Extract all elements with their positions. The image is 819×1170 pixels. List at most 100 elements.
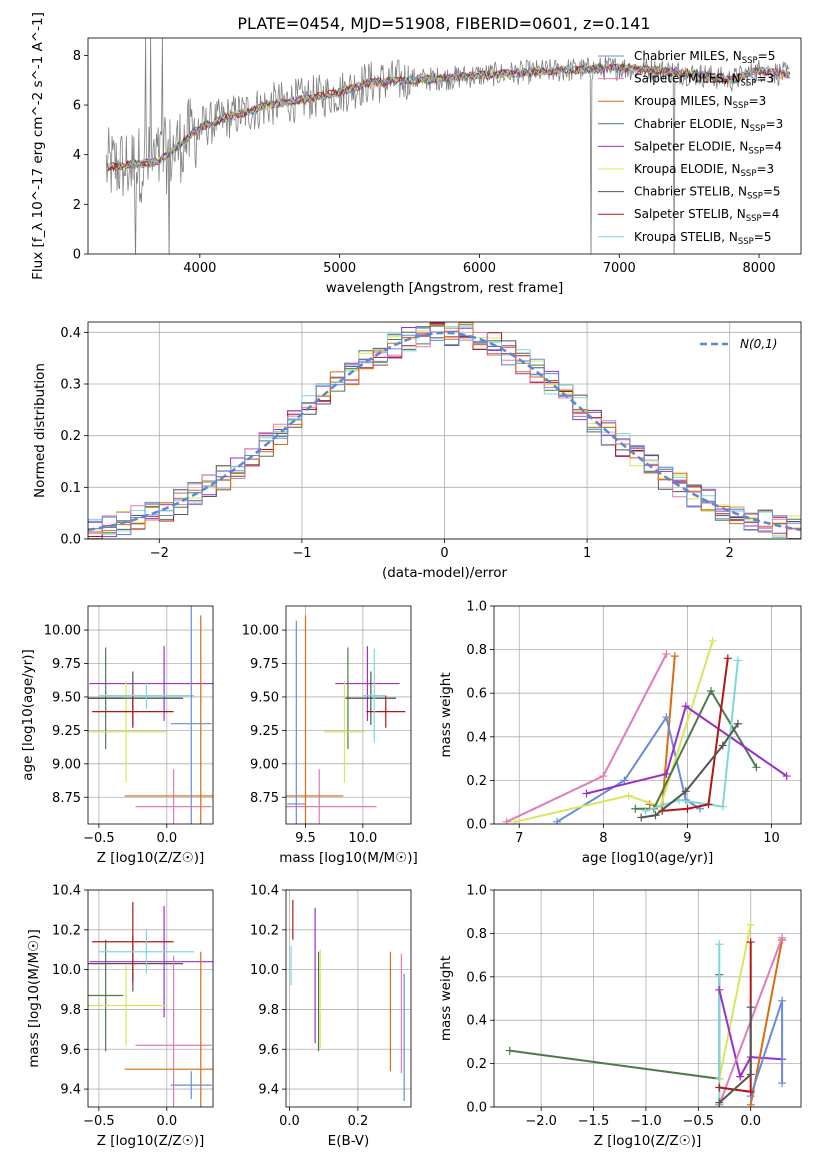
weight-marker (715, 1098, 724, 1107)
x-tick-label: −0.5 (683, 1114, 715, 1129)
weight-marker (553, 817, 562, 824)
y-tick-label: 9.6 (60, 1043, 81, 1058)
plot-area-age_mass (286, 615, 406, 824)
y-tick-label: 0.4 (466, 730, 487, 745)
y-tick-label: 9.25 (52, 724, 81, 739)
y-axis-label: Normed distribution (32, 363, 48, 498)
weight-marker (683, 804, 692, 813)
y-tick-label: 9.00 (250, 757, 279, 772)
x-tick-label: 0.0 (156, 1114, 177, 1129)
x-tick-label: 7000 (603, 261, 636, 276)
y-tick-label: 2 (73, 198, 81, 213)
y-tick-label: 0.8 (466, 643, 487, 658)
x-tick-label: 0.0 (156, 831, 177, 846)
plot-area-spectrum (105, 38, 791, 254)
axes-frame (285, 889, 412, 1108)
x-axis-label: Z [log10(Z/Z☉)] (97, 850, 205, 866)
y-tick-label: 10.00 (44, 624, 81, 639)
weight-marker (631, 804, 640, 813)
y-tick-label: 9.6 (258, 1043, 279, 1058)
x-axis-label: age [log10(age/yr)] (582, 850, 714, 866)
x-tick-label: 4000 (183, 261, 216, 276)
weight-marker (681, 702, 690, 711)
x-tick-label: −0.5 (83, 1114, 115, 1129)
weight-line (586, 704, 788, 795)
y-tick-label: 8.75 (52, 791, 81, 806)
y-tick-label: 6 (73, 99, 81, 114)
weight-marker (670, 652, 679, 661)
x-tick-label: 1 (583, 546, 591, 561)
y-tick-label: 0.2 (466, 1057, 487, 1072)
axes-frame (285, 605, 412, 825)
weight-marker (662, 769, 671, 778)
x-axis-label: Z [log10(Z/Z☉)] (97, 1133, 205, 1149)
y-axis-label: age [log10(age/yr)] (20, 649, 36, 781)
plot-weight_z: −2.0 −1.5 −1.0 −0.5 0.0 0.0 0.2 0.4 0.6 0.8 1.0 Z [… (438, 884, 802, 1149)
weight-marker (708, 636, 717, 645)
y-tick-label: 0.2 (466, 774, 487, 789)
plot-area-mass_ebv (290, 899, 405, 1102)
legend-label: Kroupa ELODIE, NSSP=3 (634, 162, 774, 179)
weight-marker (681, 787, 690, 796)
weight-marker (733, 719, 742, 728)
weight-marker (746, 938, 755, 947)
weight-marker (715, 985, 724, 994)
axes-frame (87, 889, 214, 1108)
x-tick-label: 5000 (323, 261, 356, 276)
weight-marker (718, 802, 727, 811)
y-tick-label: 0.0 (60, 533, 81, 548)
y-tick-label: 10.4 (250, 884, 279, 899)
weight-line (719, 942, 752, 1093)
weight-marker (505, 1046, 514, 1055)
y-axis-label: mass [log10(M/M☉)] (26, 929, 42, 1068)
y-tick-label: 9.50 (250, 690, 279, 705)
plot-spectrum: 4000 5000 6000 7000 8000 0 2 4 6 8 wavelength [Ang… (30, 12, 802, 296)
y-axis-label: mass weight (438, 672, 454, 757)
legend-label: Chabrier STELIB, NSSP=5 (634, 185, 781, 202)
axes-frame (87, 605, 214, 825)
weight-marker (746, 1070, 755, 1079)
y-tick-label: 0.4 (60, 326, 81, 341)
y-tick-label: 9.4 (60, 1083, 81, 1098)
weight-marker (746, 1003, 755, 1012)
x-tick-label: 0 (440, 546, 448, 561)
y-tick-label: 0.6 (466, 687, 487, 702)
x-tick-label: 9.5 (295, 831, 316, 846)
legend: Chabrier MILES, NSSP=5 Salpeter MILES, NS… (598, 49, 783, 247)
weight-marker (637, 813, 646, 822)
x-tick-label: 9 (683, 831, 691, 846)
x-tick-label: 8000 (743, 261, 776, 276)
weight-line (635, 688, 758, 810)
y-tick-label: 9.8 (258, 1003, 279, 1018)
weight-marker (746, 1100, 755, 1107)
plot-area-mass_z (88, 901, 213, 1107)
y-tick-label: 0.4 (466, 1014, 487, 1029)
plot-weight_age: 7 8 9 10 0.0 0.2 0.4 0.6 0.8 1.0 age [log10(age/yr… (438, 600, 802, 866)
x-tick-label: 0.0 (740, 1114, 761, 1129)
x-tick-label: −1.0 (630, 1114, 662, 1129)
y-tick-label: 1.0 (466, 884, 487, 899)
x-axis-label: Z [log10(Z/Z☉)] (594, 1133, 702, 1149)
y-tick-label: 10.0 (52, 963, 81, 978)
x-tick-label: 8 (599, 831, 607, 846)
x-tick-label: 10.0 (348, 831, 377, 846)
weight-marker (718, 741, 727, 750)
x-tick-label: 2 (726, 546, 734, 561)
y-tick-label: 0.1 (60, 481, 81, 496)
plot-area-residuals (88, 322, 801, 539)
y-tick-label: 9.8 (60, 1003, 81, 1018)
weight-marker (662, 713, 671, 722)
x-tick-label: 0.2 (348, 1114, 369, 1129)
x-tick-label: 6000 (463, 261, 496, 276)
weight-marker (511, 817, 520, 824)
legend-label: N(0,1) (740, 337, 777, 351)
y-tick-label: 9.50 (52, 690, 81, 705)
residual-histogram (88, 327, 801, 535)
plot-mass_ebv: 0.0 0.2 9.4 9.6 9.8 10.0 10.2 10.4 E(B-V) (250, 884, 412, 1149)
y-tick-label: 8 (73, 49, 81, 64)
y-tick-label: 10.2 (250, 923, 279, 938)
x-tick-label: −2.0 (525, 1114, 557, 1129)
x-axis-label: mass [log10(M/M☉)] (279, 850, 418, 866)
weight-marker (778, 996, 787, 1005)
